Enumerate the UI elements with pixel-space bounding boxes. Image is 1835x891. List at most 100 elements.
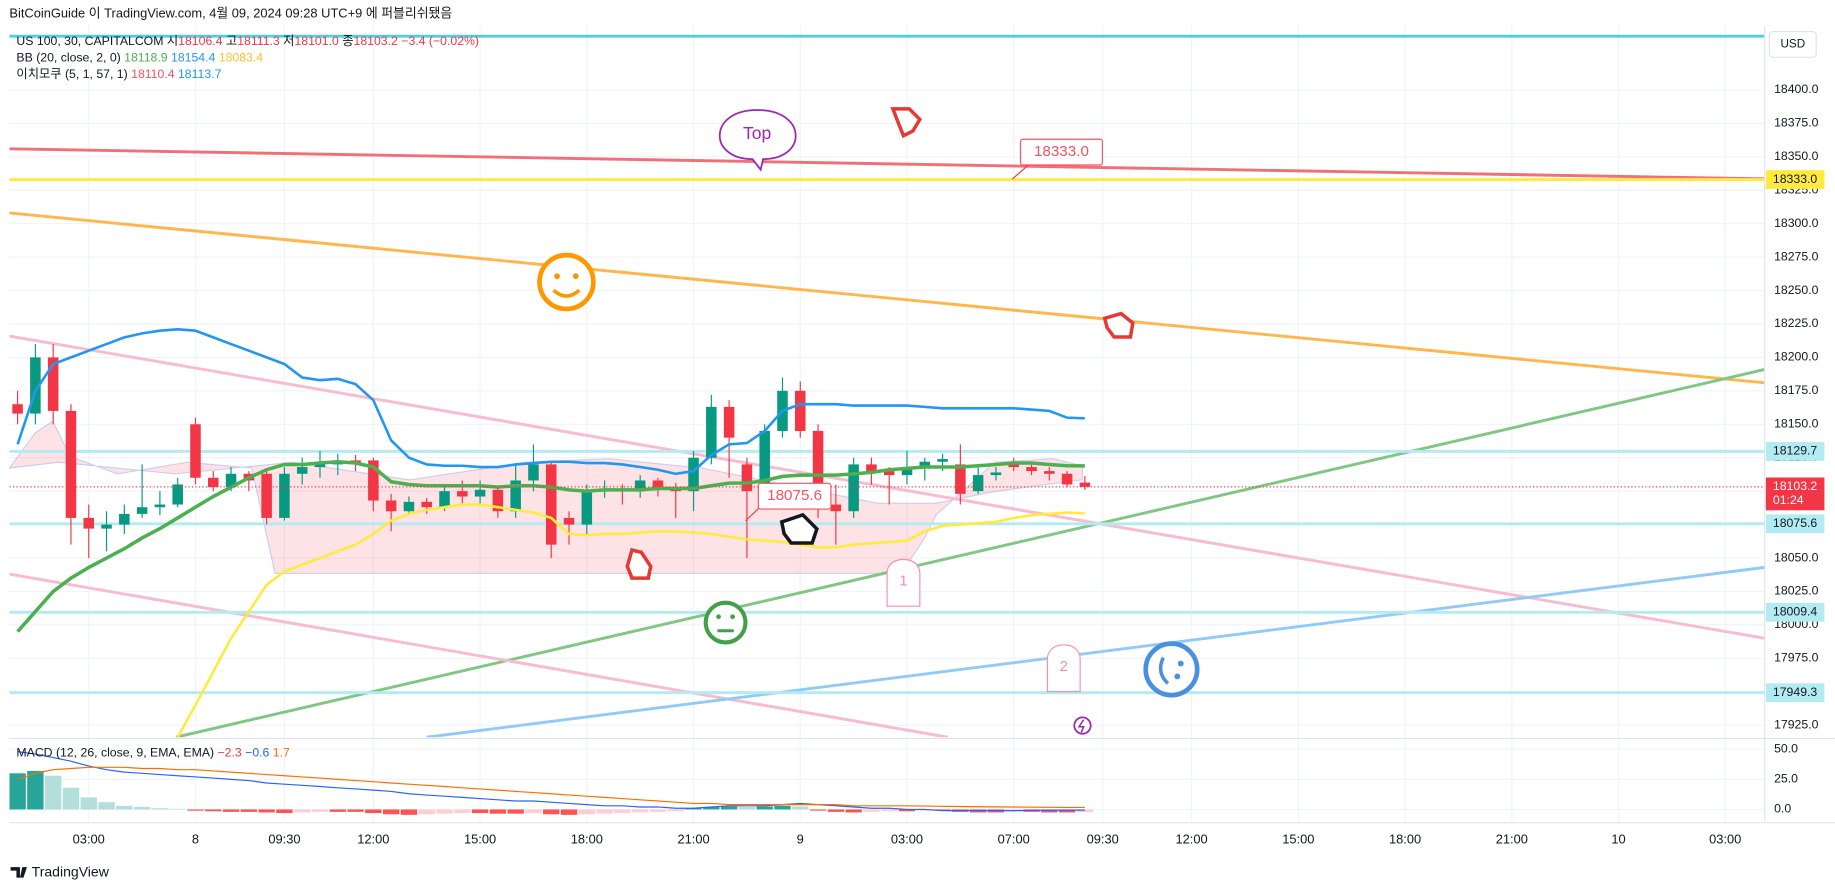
legend-macd-line: −0.6 (245, 746, 269, 760)
macd-hist (98, 802, 115, 810)
macd-hist (845, 809, 862, 813)
last-price-tag (1765, 477, 1825, 511)
grid (9, 25, 1765, 822)
macd-hist (471, 809, 489, 814)
bb-upper (16, 328, 1085, 476)
candle-body (1061, 473, 1073, 485)
candle-body (30, 357, 41, 414)
candle-body (581, 491, 593, 525)
candle-body (919, 461, 931, 469)
y-tick-label: 0.0 (1774, 802, 1791, 816)
candle-body (901, 468, 913, 476)
marker (1046, 644, 1081, 693)
emoji-happy (537, 252, 596, 312)
emoji-eye (730, 614, 735, 620)
legend-macd: MACD (12, 26, close, 9, EMA, EMA) −2.3 −… (16, 746, 290, 760)
macd-hist (62, 787, 80, 810)
macd-hist (614, 809, 631, 814)
candle-body (154, 504, 166, 508)
candle-body (510, 480, 521, 512)
trendline (426, 565, 1765, 738)
hand-icon (1102, 311, 1135, 339)
x-tick-label: 10 (1611, 832, 1625, 847)
macd-hist (827, 809, 845, 812)
currency[interactable]: USD (1780, 38, 1805, 51)
y-tick-label: 18300.0 (1774, 216, 1819, 230)
macd-hist (525, 809, 542, 814)
x-tick-label: 03:00 (1709, 832, 1741, 847)
macd-hist (1041, 809, 1058, 813)
candle-body (136, 507, 148, 514)
candle-body (474, 489, 486, 497)
legend-ichi-2: 18113.7 (178, 67, 222, 81)
macd-hist (187, 809, 204, 811)
macd-hist (116, 805, 133, 810)
macd-hist (365, 809, 382, 814)
legend-macd-title: MACD (12, 26, close, 9, EMA, EMA) (16, 746, 214, 760)
macd-hist (738, 807, 756, 810)
legend-bb-upper: 18154.4 (171, 51, 216, 65)
macd-hist (543, 809, 560, 815)
callout-text: 18075.6 (767, 487, 822, 504)
legend-o-label: 시 (167, 34, 178, 48)
legend-bb-lower: 18083.4 (219, 51, 264, 65)
candle-body (1044, 471, 1055, 474)
legend-ichi-1: 18110.4 (131, 67, 175, 81)
legend-h: 18111.3 (237, 34, 280, 48)
y-tick-label: 50.0 (1774, 741, 1798, 755)
macd-hist (578, 809, 596, 815)
marker-text: 2 (1060, 658, 1068, 675)
candle-body (563, 517, 575, 525)
legend-symbol: US 100, 30, CAPITALCOM (16, 34, 163, 48)
x-tick-label: 9 (797, 832, 804, 847)
macd-hist (133, 807, 151, 810)
y-tick-label: 18175.0 (1774, 383, 1819, 397)
macd-hist (916, 809, 933, 811)
macd-hist (898, 809, 916, 812)
macd-hist (222, 809, 240, 812)
x-tick-label: 8 (192, 832, 199, 847)
price-tag-label: 18333.0 (1773, 172, 1818, 186)
price-tag-label: 18075.6 (1773, 516, 1818, 530)
macd-hist (329, 809, 346, 812)
candle-body (119, 513, 130, 525)
candle-body (883, 471, 895, 476)
macd-hist (454, 809, 471, 814)
legend-macd-hist: −2.3 (218, 746, 242, 760)
price-tags: 18333.0 18129.7 18075.6 18009.4 17949.3 18103… (1765, 170, 1825, 703)
price-tag (1765, 442, 1825, 461)
macd-hist (560, 809, 578, 815)
candle-body (296, 467, 308, 474)
y-tick-label: 18025.0 (1774, 584, 1819, 598)
price-tag (1765, 602, 1825, 622)
x-tick-label: 03:00 (73, 832, 105, 847)
macd-hist (382, 809, 400, 815)
macd-hist (205, 809, 222, 812)
logo (10, 867, 27, 878)
currency-box[interactable] (1768, 31, 1817, 58)
legend-bb-title: BB (20, close, 2, 0) (16, 51, 120, 65)
candle-body (1079, 482, 1091, 487)
footer: TradingView (32, 864, 110, 880)
y-tick-label: 18050.0 (1774, 550, 1819, 564)
candle-body (190, 424, 201, 478)
x-tick-label: 18:00 (571, 832, 603, 847)
candle-body (795, 390, 806, 431)
legend-ichi-title: 이치모쿠 (5, 1, 57, 1) (16, 67, 127, 81)
y-tick-label: 18350.0 (1774, 149, 1819, 163)
macd-hist (703, 807, 720, 810)
top-bubble (718, 109, 797, 172)
y-tick-label: 18250.0 (1774, 283, 1819, 297)
macd-hist (276, 809, 293, 814)
candle-body (368, 460, 379, 501)
candle-body (848, 464, 859, 512)
x-tick-label: 18:00 (1389, 832, 1421, 847)
macd-hist (596, 809, 613, 814)
candle-body (955, 464, 966, 494)
macd-hist (311, 809, 329, 812)
candle-body (759, 430, 770, 492)
price-tag (1765, 170, 1825, 189)
candle-body (403, 501, 415, 512)
signal-line (17, 766, 1085, 809)
